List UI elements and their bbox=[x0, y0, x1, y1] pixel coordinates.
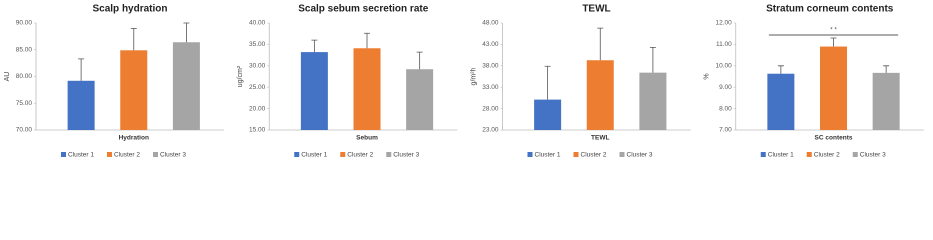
legend-swatch bbox=[573, 152, 579, 157]
legend-label: Cluster 1 bbox=[68, 152, 94, 159]
error-bar bbox=[883, 65, 890, 73]
y-tick-label: 12.00 bbox=[715, 20, 732, 27]
y-tick-label: 9.00 bbox=[719, 84, 732, 91]
y-tick-label: 48.00 bbox=[482, 20, 499, 27]
error-bar bbox=[597, 27, 604, 61]
y-tick-label: 8.00 bbox=[719, 105, 732, 112]
bar bbox=[67, 80, 95, 130]
y-tick-label: 35.00 bbox=[249, 41, 266, 48]
y-tick-label: 70.00 bbox=[16, 127, 33, 134]
category-label: SC contents bbox=[815, 135, 853, 142]
bar bbox=[534, 99, 562, 130]
legend-label: Cluster 1 bbox=[768, 152, 794, 159]
error-bar bbox=[830, 37, 837, 47]
category-label: Sebum bbox=[356, 135, 378, 142]
error-bar bbox=[544, 65, 551, 100]
error-bar bbox=[777, 65, 784, 74]
legend-swatch bbox=[852, 152, 858, 157]
error-bar bbox=[649, 46, 656, 73]
y-axis-label: g/m²h bbox=[470, 67, 477, 85]
error-bar bbox=[78, 58, 85, 81]
chart-title: TEWL bbox=[582, 4, 610, 15]
y-tick-label: 11.00 bbox=[716, 41, 732, 48]
category-label: TEWL bbox=[591, 135, 609, 142]
legend-swatch bbox=[294, 152, 300, 157]
legend-swatch bbox=[107, 152, 112, 157]
y-tick-label: 7.00 bbox=[719, 127, 732, 134]
bar bbox=[172, 42, 200, 131]
legend-swatch bbox=[619, 152, 625, 157]
error-bar bbox=[130, 27, 137, 51]
bar bbox=[586, 60, 614, 130]
y-tick-label: 38.00 bbox=[482, 63, 499, 70]
legend-swatch bbox=[527, 152, 533, 157]
y-tick-label: 10.00 bbox=[715, 63, 732, 70]
y-tick-label: 85.00 bbox=[16, 46, 33, 53]
y-tick-label: 75.00 bbox=[16, 100, 33, 107]
bar bbox=[406, 69, 434, 130]
y-tick-label: 30.00 bbox=[249, 63, 266, 70]
y-tick-label: 80.00 bbox=[16, 73, 33, 80]
legend-label: Cluster 3 bbox=[627, 152, 653, 159]
y-axis-label: AU bbox=[4, 72, 11, 82]
y-tick-label: 20.00 bbox=[249, 105, 266, 112]
y-tick-label: 90.00 bbox=[16, 20, 33, 27]
chart-title: Scalp sebum secretion rate bbox=[298, 4, 428, 15]
legend-label: Cluster 3 bbox=[860, 152, 886, 159]
chart-title: Scalp hydration bbox=[92, 4, 167, 15]
legend-label: Cluster 3 bbox=[393, 152, 419, 159]
y-tick-label: 33.00 bbox=[482, 84, 499, 91]
figure: Scalp hydration AU 70.00 75.00 80.00 85.00 90.… bbox=[4, 4, 924, 159]
y-axis-label: ug/cm² bbox=[237, 65, 244, 87]
legend-swatch bbox=[386, 152, 392, 157]
bar bbox=[300, 52, 328, 130]
bar bbox=[767, 73, 795, 130]
error-bar bbox=[416, 51, 423, 70]
error-bar bbox=[311, 39, 318, 53]
y-axis-label: % bbox=[704, 73, 711, 79]
bar bbox=[353, 48, 381, 130]
legend-swatch bbox=[806, 152, 812, 157]
y-tick-label: 25.00 bbox=[249, 84, 266, 91]
y-tick-label: 43.00 bbox=[482, 41, 499, 48]
error-bar bbox=[183, 22, 190, 43]
error-bar bbox=[364, 32, 371, 49]
legend-label: Cluster 2 bbox=[114, 152, 140, 159]
legend-label: Cluster 1 bbox=[301, 152, 327, 159]
bar bbox=[872, 72, 900, 130]
legend-label: Cluster 2 bbox=[814, 152, 840, 159]
y-tick-label: 15.00 bbox=[249, 127, 266, 134]
y-tick-label: 23.00 bbox=[482, 127, 499, 134]
legend-label: Cluster 2 bbox=[581, 152, 607, 159]
legend-label: Cluster 1 bbox=[535, 152, 561, 159]
legend-swatch bbox=[760, 152, 766, 157]
y-tick-label: 28.00 bbox=[482, 105, 499, 112]
y-tick-label: 40.00 bbox=[249, 20, 266, 27]
category-label: Hydration bbox=[119, 135, 149, 142]
bar bbox=[120, 50, 148, 130]
chart-title: Stratum corneum contents bbox=[766, 4, 894, 15]
legend-swatch bbox=[61, 152, 66, 157]
bar bbox=[820, 46, 848, 130]
legend-label: Cluster 2 bbox=[347, 152, 373, 159]
legend-swatch bbox=[340, 152, 346, 157]
legend-label: Cluster 3 bbox=[160, 152, 186, 159]
legend-swatch bbox=[153, 152, 158, 157]
annotation: * * bbox=[830, 27, 837, 34]
bar bbox=[639, 72, 667, 130]
